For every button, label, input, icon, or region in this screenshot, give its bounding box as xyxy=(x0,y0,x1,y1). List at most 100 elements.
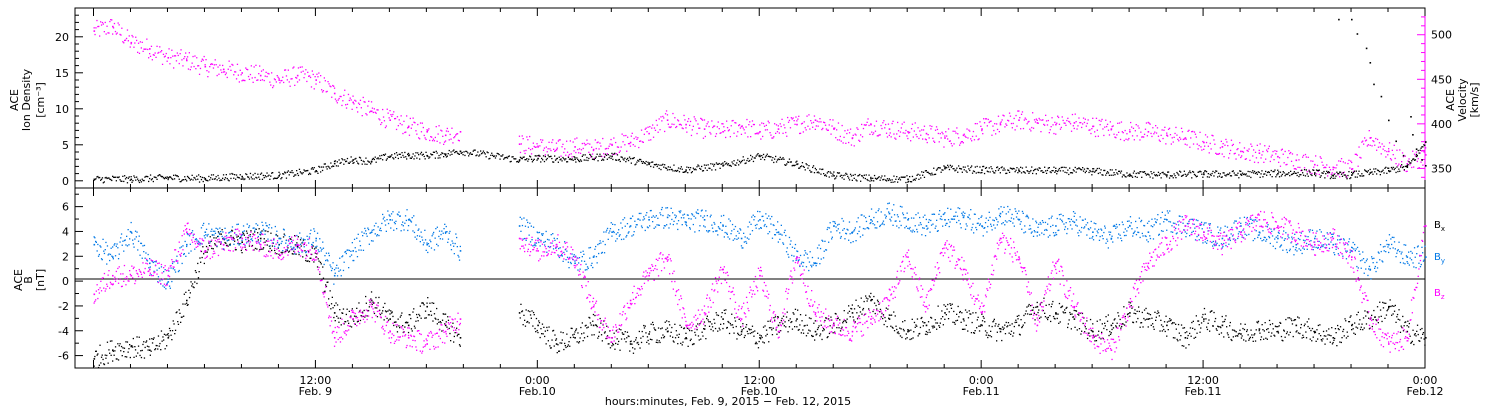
bx-series-point xyxy=(546,326,548,329)
bx-series-point xyxy=(797,329,799,331)
velocity-series-point xyxy=(609,143,611,145)
density-series-point xyxy=(891,179,893,181)
density-series-point xyxy=(484,153,486,155)
velocity-series-point xyxy=(592,149,595,152)
density-series-point xyxy=(1208,176,1210,178)
velocity-series-point xyxy=(701,119,704,121)
bx-series-point xyxy=(889,314,891,316)
velocity-series-point xyxy=(392,113,394,116)
density-series-point xyxy=(889,179,891,181)
density-series-point xyxy=(649,162,651,164)
velocity-series-point xyxy=(786,135,788,137)
velocity-series-point xyxy=(1014,129,1016,131)
bx-series-point xyxy=(291,253,293,255)
density-series-point xyxy=(376,158,378,160)
bx-series-point xyxy=(1357,311,1359,313)
density-series-point xyxy=(343,163,345,165)
bx-series-point xyxy=(1319,324,1321,326)
velocity-series-point xyxy=(1258,149,1260,152)
velocity-series-point xyxy=(1397,165,1399,167)
bx-series-point xyxy=(607,343,609,345)
bx-series-point xyxy=(1203,320,1205,322)
density-series-point xyxy=(1307,175,1309,177)
bx-series-point xyxy=(760,335,762,337)
density-series-point xyxy=(258,176,260,178)
density-series-point xyxy=(792,164,794,166)
velocity-series-point xyxy=(1128,137,1130,140)
density-series-point xyxy=(698,165,700,167)
bx-series-point xyxy=(1337,328,1339,330)
velocity-series-point xyxy=(699,127,701,129)
bx-series-point xyxy=(1327,334,1329,336)
by-series-point xyxy=(888,212,891,215)
bx-series-point xyxy=(677,343,679,345)
bx-series-point xyxy=(443,313,445,315)
density-series-point xyxy=(138,181,141,184)
bx-series-point xyxy=(700,338,702,340)
velocity-series-point xyxy=(1046,124,1049,126)
bx-series-point xyxy=(796,318,798,320)
density-series-point xyxy=(333,162,336,165)
bx-series-point xyxy=(134,349,137,351)
density-series-point xyxy=(1086,167,1088,170)
density-series-point xyxy=(444,154,447,156)
density-series-point xyxy=(1287,173,1289,175)
density-series-point xyxy=(756,154,758,156)
density-series-point xyxy=(1125,176,1127,178)
density-series-point xyxy=(974,166,976,168)
bx-series-point xyxy=(329,290,331,292)
density-series-point xyxy=(1161,172,1163,174)
bx-series-point xyxy=(1125,321,1127,323)
velocity-series-point xyxy=(95,27,97,29)
density-series-point xyxy=(98,177,100,179)
by-series-point xyxy=(370,231,373,233)
density-series-point xyxy=(200,178,203,181)
bx-series-point xyxy=(1061,305,1064,307)
density-series-point xyxy=(879,179,881,181)
density-series-point xyxy=(211,178,214,180)
by-series-point xyxy=(1295,243,1298,246)
density-series-point xyxy=(403,156,405,158)
bx-series-point xyxy=(399,327,401,329)
density-series-point xyxy=(505,157,507,159)
velocity-series-point xyxy=(746,118,748,121)
velocity-series-point xyxy=(333,85,335,87)
density-series-point xyxy=(1148,174,1150,176)
bx-series-point xyxy=(457,333,459,336)
density-series-point xyxy=(1235,174,1237,176)
density-series-point xyxy=(602,158,604,160)
density-series-point xyxy=(1299,174,1301,176)
bx-series-point xyxy=(1237,335,1239,337)
density-series-point xyxy=(1305,169,1307,171)
density-series-point xyxy=(1181,175,1184,177)
density-series-point xyxy=(1008,169,1010,172)
bx-series-point xyxy=(805,335,808,337)
velocity-series-point xyxy=(193,65,195,68)
bx-series-point xyxy=(1240,323,1242,325)
bx-series-point xyxy=(864,313,866,315)
density-series-point xyxy=(114,176,117,178)
velocity-series-point xyxy=(1261,154,1263,156)
velocity-series-point xyxy=(1094,131,1096,133)
by-series-point xyxy=(118,253,120,255)
velocity-series-point xyxy=(808,114,810,116)
density-series-point xyxy=(787,161,790,163)
density-series-point xyxy=(95,178,97,180)
bx-series-point xyxy=(112,360,114,362)
bx-series-point xyxy=(1280,322,1282,324)
density-series-point xyxy=(513,158,515,160)
density-series-point xyxy=(352,162,354,164)
bx-series-point xyxy=(692,343,694,345)
density-series-point xyxy=(1103,169,1105,172)
velocity-series-point xyxy=(751,120,754,122)
bx-series-point xyxy=(416,313,418,316)
bx-series-point xyxy=(1162,325,1164,328)
velocity-series-point xyxy=(855,134,857,136)
density-series-point xyxy=(1176,171,1178,174)
density-series-point xyxy=(250,176,252,178)
velocity-series-point xyxy=(446,127,448,130)
velocity-series-point xyxy=(1005,123,1007,125)
density-series-point xyxy=(971,165,973,167)
bx-series-point xyxy=(93,358,96,360)
density-series-point xyxy=(592,158,595,160)
